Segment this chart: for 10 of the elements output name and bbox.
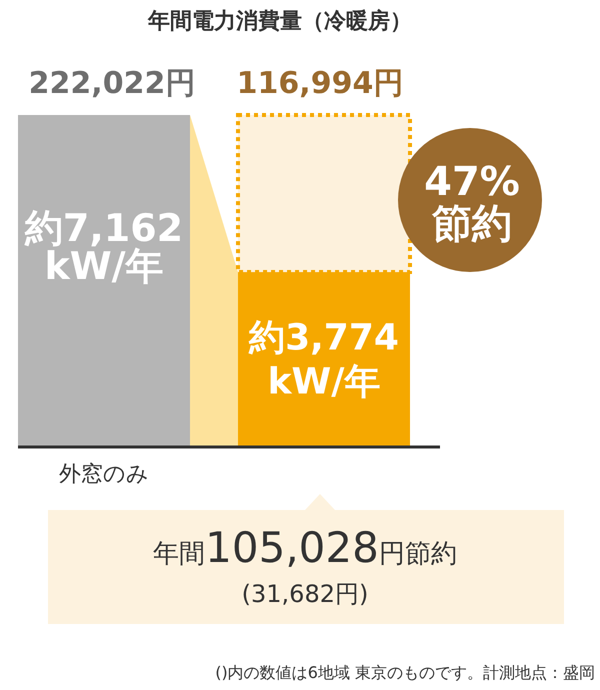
- data-label: 約7,162 kW/年: [24, 206, 184, 288]
- text: 年間105,028円節約: [153, 523, 457, 572]
- data-label: 約3,774 kW/年: [248, 318, 399, 403]
- text: 222,022円: [28, 66, 196, 101]
- text: 116,994円: [236, 66, 404, 101]
- text: (31,682円): [242, 580, 368, 608]
- text: ()内の数値は6地域 東京のものです。計測地点：盛岡: [215, 663, 595, 682]
- x-tick-label: 外窓のみ: [59, 462, 149, 487]
- annotation: 47% 節約: [424, 159, 520, 247]
- chart-title: 年間電力消費量（冷暖房）: [147, 8, 412, 34]
